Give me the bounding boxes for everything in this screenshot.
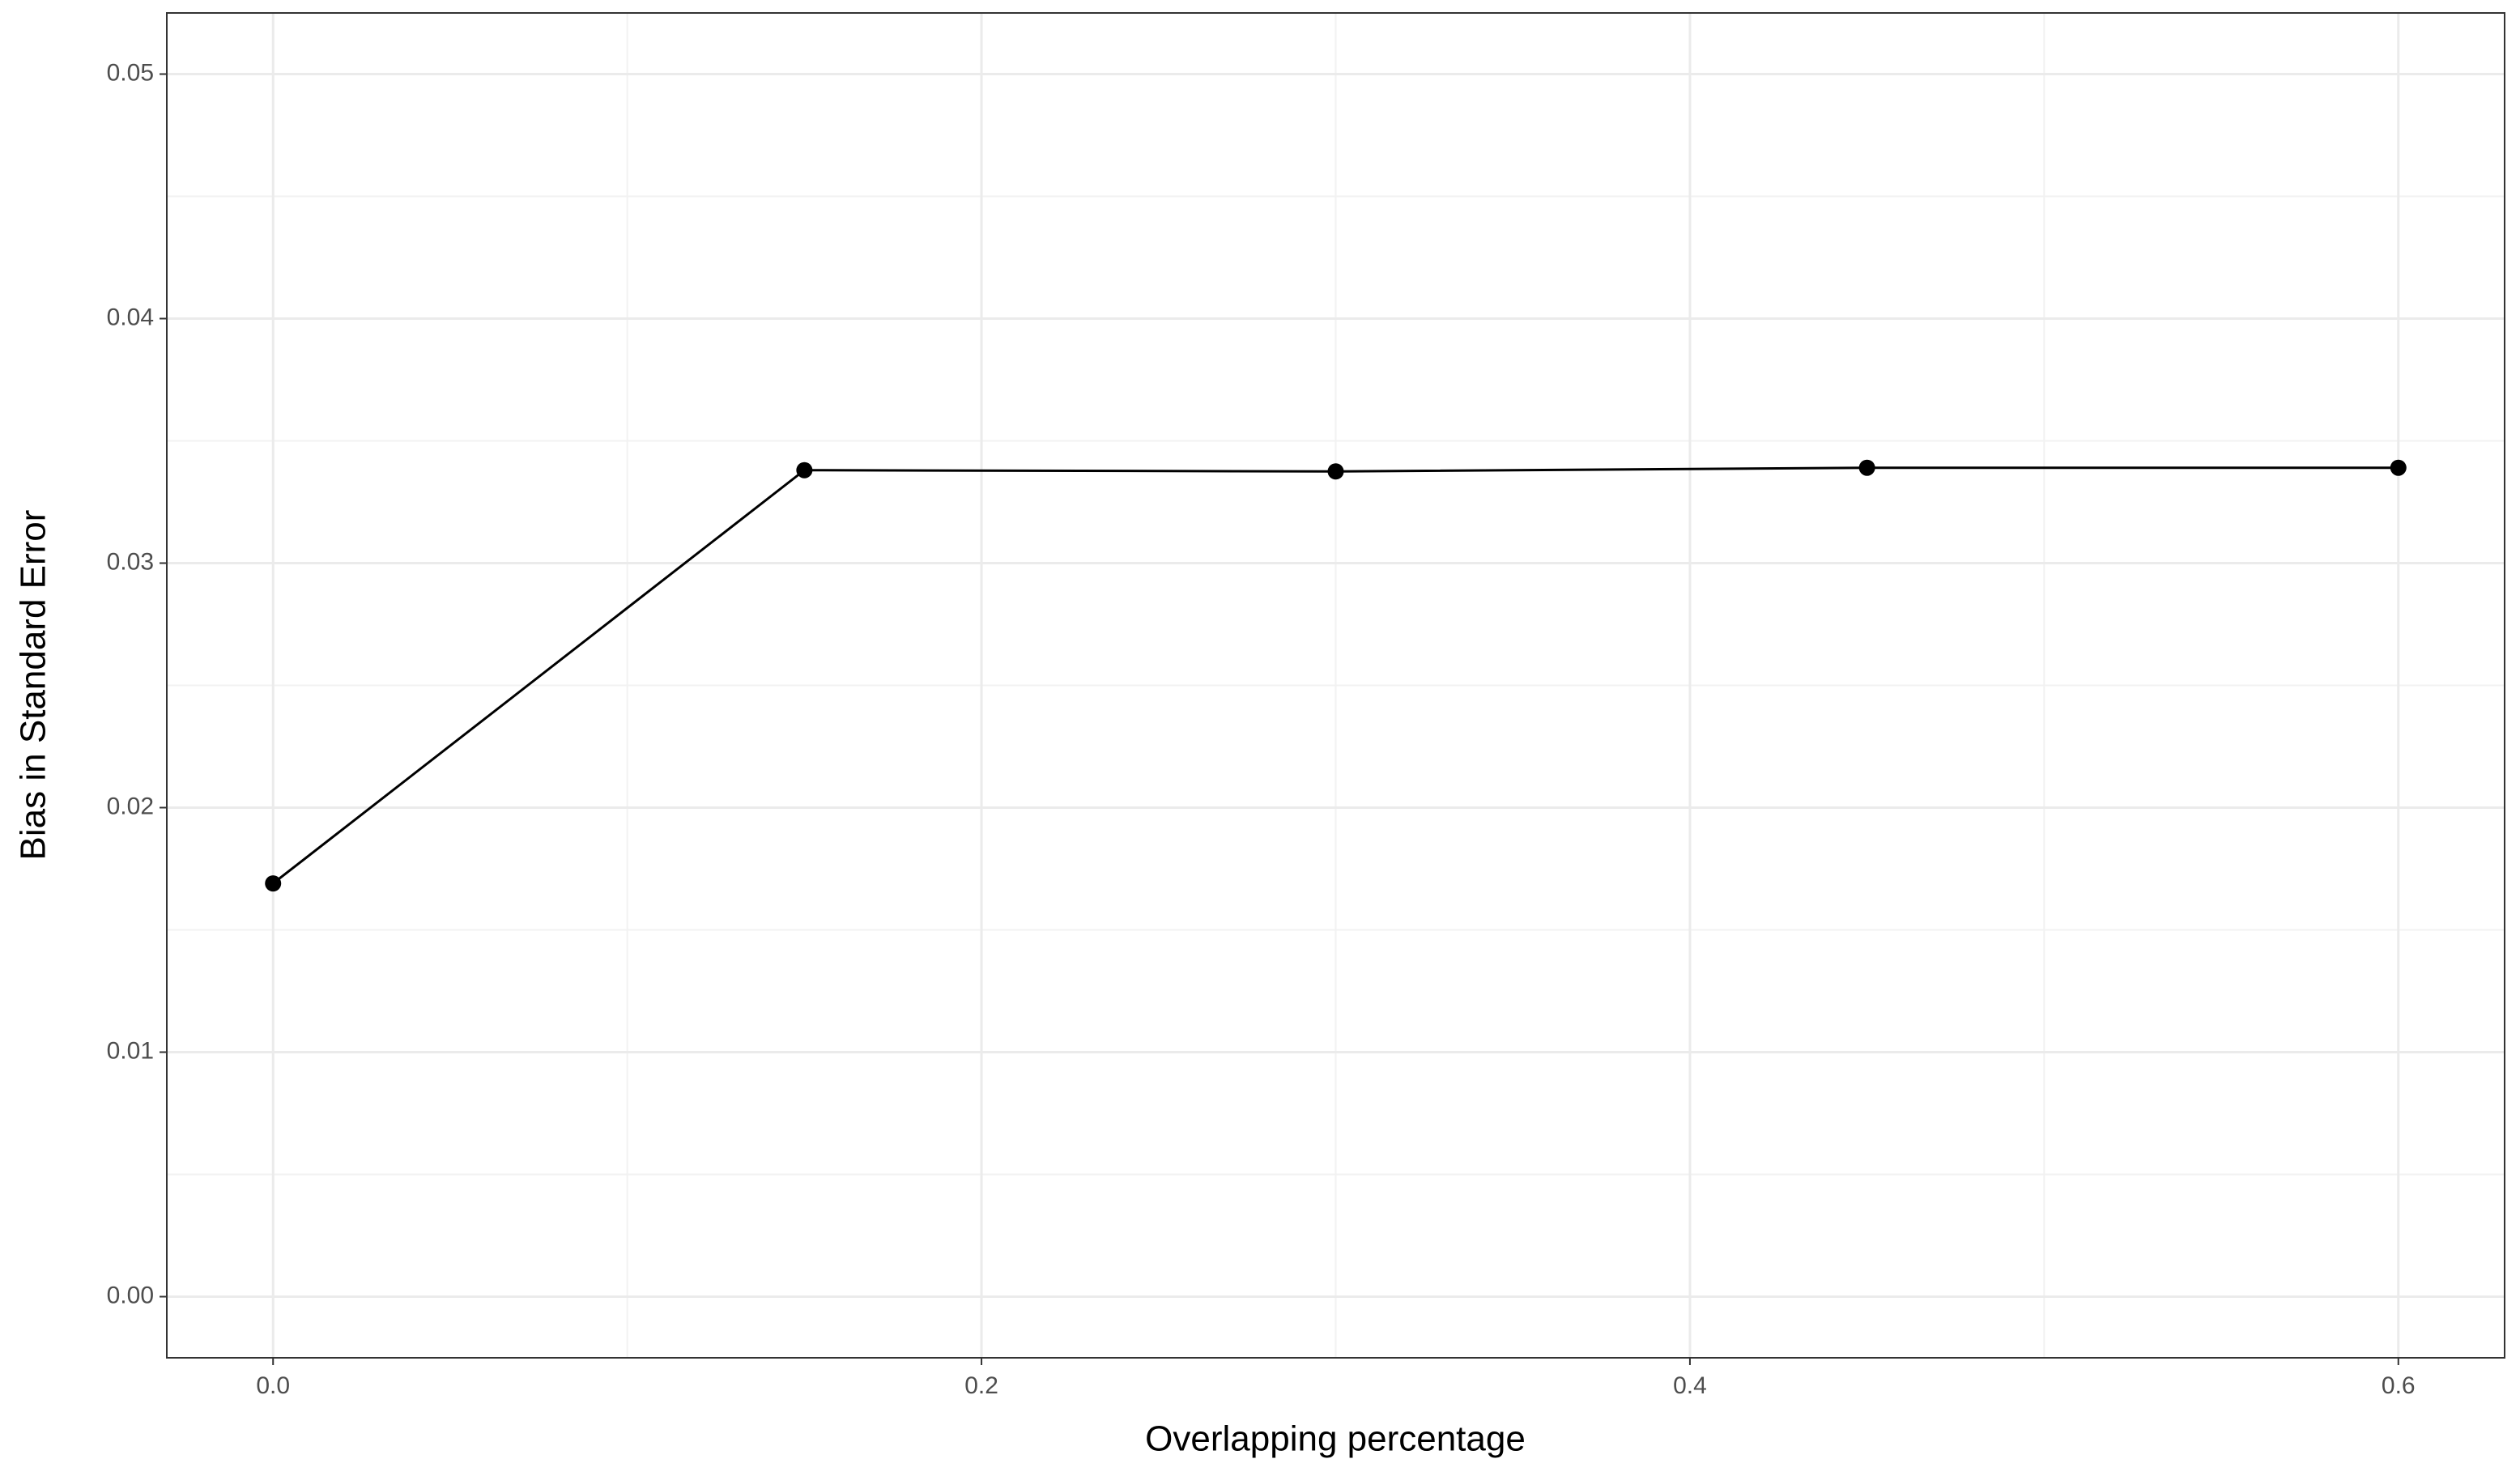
y-tick-label: 0.05 bbox=[107, 59, 154, 86]
x-tick-label: 0.0 bbox=[256, 1372, 290, 1399]
y-tick-label: 0.00 bbox=[107, 1282, 154, 1308]
point bbox=[265, 875, 282, 892]
panel-border bbox=[166, 12, 2505, 1359]
y-tick-label: 0.03 bbox=[107, 548, 154, 575]
point bbox=[796, 462, 813, 479]
y-tick-label: 0.04 bbox=[107, 304, 154, 330]
x-tick-label: 0.4 bbox=[1673, 1372, 1707, 1399]
y-axis-title: Bias in Standard Error bbox=[14, 510, 53, 861]
point bbox=[2390, 459, 2407, 476]
x-tick-label: 0.6 bbox=[2382, 1372, 2416, 1399]
point bbox=[1327, 463, 1344, 480]
x-tick-label: 0.2 bbox=[964, 1372, 998, 1399]
y-tick-label: 0.01 bbox=[107, 1037, 154, 1064]
y-tick-label: 0.02 bbox=[107, 793, 154, 819]
x-axis-title: Overlapping percentage bbox=[1145, 1419, 1526, 1459]
point bbox=[1858, 459, 1875, 476]
